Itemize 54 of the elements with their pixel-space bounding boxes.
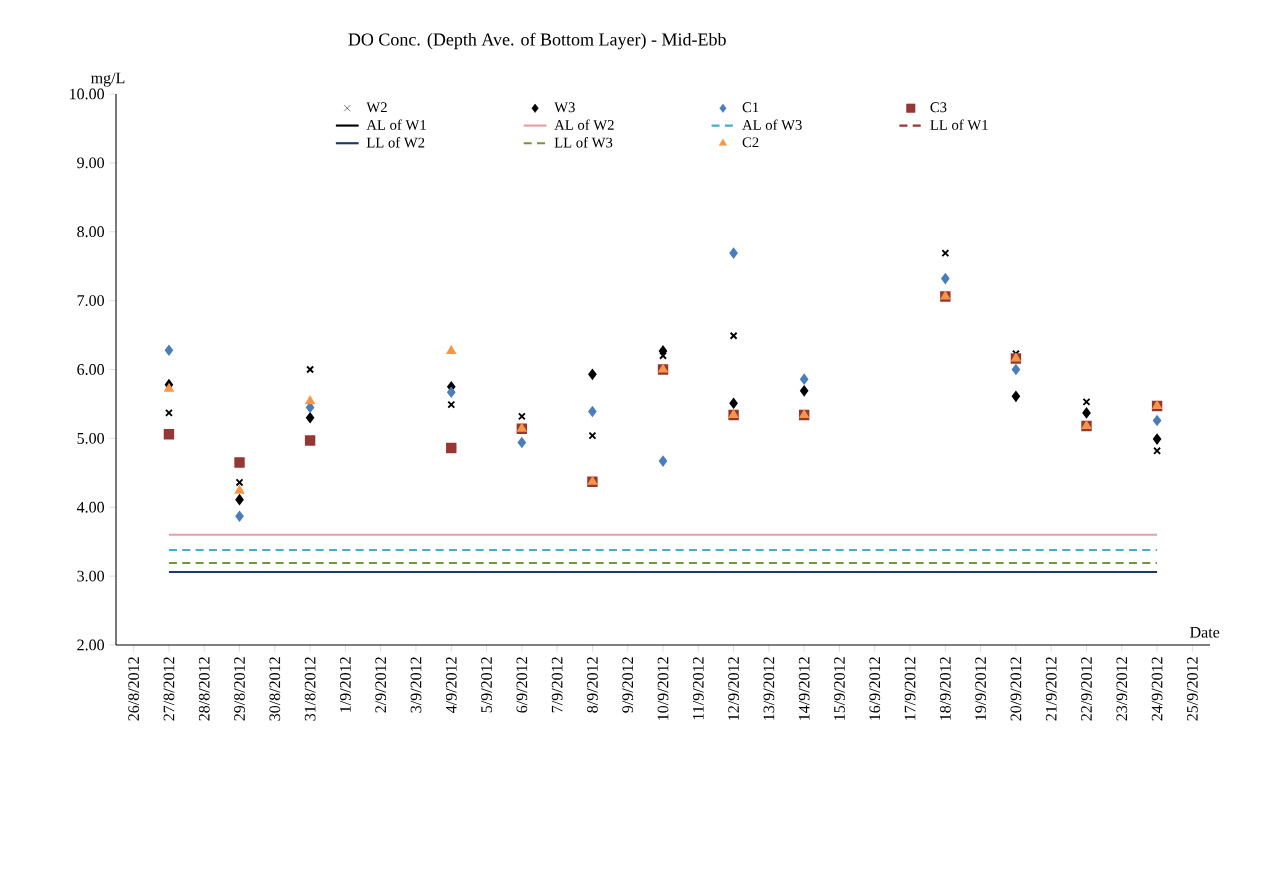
x-tick-label: 26/8/2012 xyxy=(128,657,140,721)
y-tick-label: 3.00 xyxy=(77,570,105,582)
y-tick-label: 5.00 xyxy=(77,432,105,444)
y-tick-label: 2.00 xyxy=(77,639,105,651)
x-tick-label: 24/9/2012 xyxy=(1151,657,1163,721)
x-tick-label: 29/8/2012 xyxy=(234,657,245,721)
x-tick-label: 20/9/2012 xyxy=(1010,657,1022,721)
x-tick-label: 23/9/2012 xyxy=(1116,657,1128,721)
y-axis-title: mg/L xyxy=(91,72,125,87)
x-tick-label: 17/9/2012 xyxy=(904,657,916,720)
legend-label: AL of W1 xyxy=(366,119,426,130)
y-tick-label: 6.00 xyxy=(77,364,105,375)
y-tick-label: 10.00 xyxy=(70,88,105,100)
legend-label: AL of W2 xyxy=(554,119,614,130)
x-tick-label: 18/9/2012 xyxy=(939,657,951,720)
x-tick-label: 4/9/2012 xyxy=(445,657,457,713)
x-tick-label: 15/9/2012 xyxy=(834,657,845,720)
x-tick-label: 9/9/2012 xyxy=(622,657,634,713)
x-tick-label: 25/9/2012 xyxy=(1186,657,1198,721)
x-tick-label: 1/9/2012 xyxy=(339,657,351,712)
legend-label: LL of W3 xyxy=(554,137,613,148)
y-tick-label: 8.00 xyxy=(77,226,105,238)
legend-label: LL of W2 xyxy=(366,137,425,148)
chart-title: DO Conc. (Depth Ave. of Bottom Layer) - Mid-Ebb xyxy=(348,32,726,50)
x-tick-label: 7/9/2012 xyxy=(551,657,563,713)
x-tick-label: 12/9/2012 xyxy=(728,657,739,720)
legend-label: AL of W3 xyxy=(742,119,802,130)
legend-label: LL of W1 xyxy=(930,119,988,130)
legend-label: C2 xyxy=(742,137,759,148)
x-tick-label: 6/9/2012 xyxy=(516,657,528,713)
legend-label: C1 xyxy=(742,102,759,113)
y-tick-label: 9.00 xyxy=(77,157,105,169)
x-tick-label: 3/9/2012 xyxy=(410,657,422,713)
x-tick-label: 19/9/2012 xyxy=(975,657,987,720)
legend-label: W3 xyxy=(554,102,575,113)
legend-label: C3 xyxy=(930,102,947,113)
y-tick-label: 7.00 xyxy=(77,295,105,307)
x-tick-label: 22/9/2012 xyxy=(1081,657,1092,721)
x-tick-label: 31/8/2012 xyxy=(304,657,316,721)
x-tick-label: 14/9/2012 xyxy=(798,657,810,720)
x-tick-label: 30/8/2012 xyxy=(269,657,281,721)
legend-label: W2 xyxy=(366,102,387,113)
x-tick-label: 27/8/2012 xyxy=(163,657,175,721)
x-axis-title: Date xyxy=(1190,626,1220,638)
y-tick-label: 4.00 xyxy=(76,501,105,513)
x-tick-label: 28/8/2012 xyxy=(198,657,210,721)
x-tick-label: 21/9/2012 xyxy=(1045,657,1057,721)
x-tick-label: 2/9/2012 xyxy=(375,657,387,713)
x-tick-label: 16/9/2012 xyxy=(869,657,881,720)
x-tick-label: 5/9/2012 xyxy=(481,657,492,713)
x-tick-label: 11/9/2012 xyxy=(692,657,704,720)
x-tick-label: 10/9/2012 xyxy=(657,657,669,720)
x-tick-label: 13/9/2012 xyxy=(763,657,775,720)
x-tick-label: 8/9/2012 xyxy=(587,657,598,713)
